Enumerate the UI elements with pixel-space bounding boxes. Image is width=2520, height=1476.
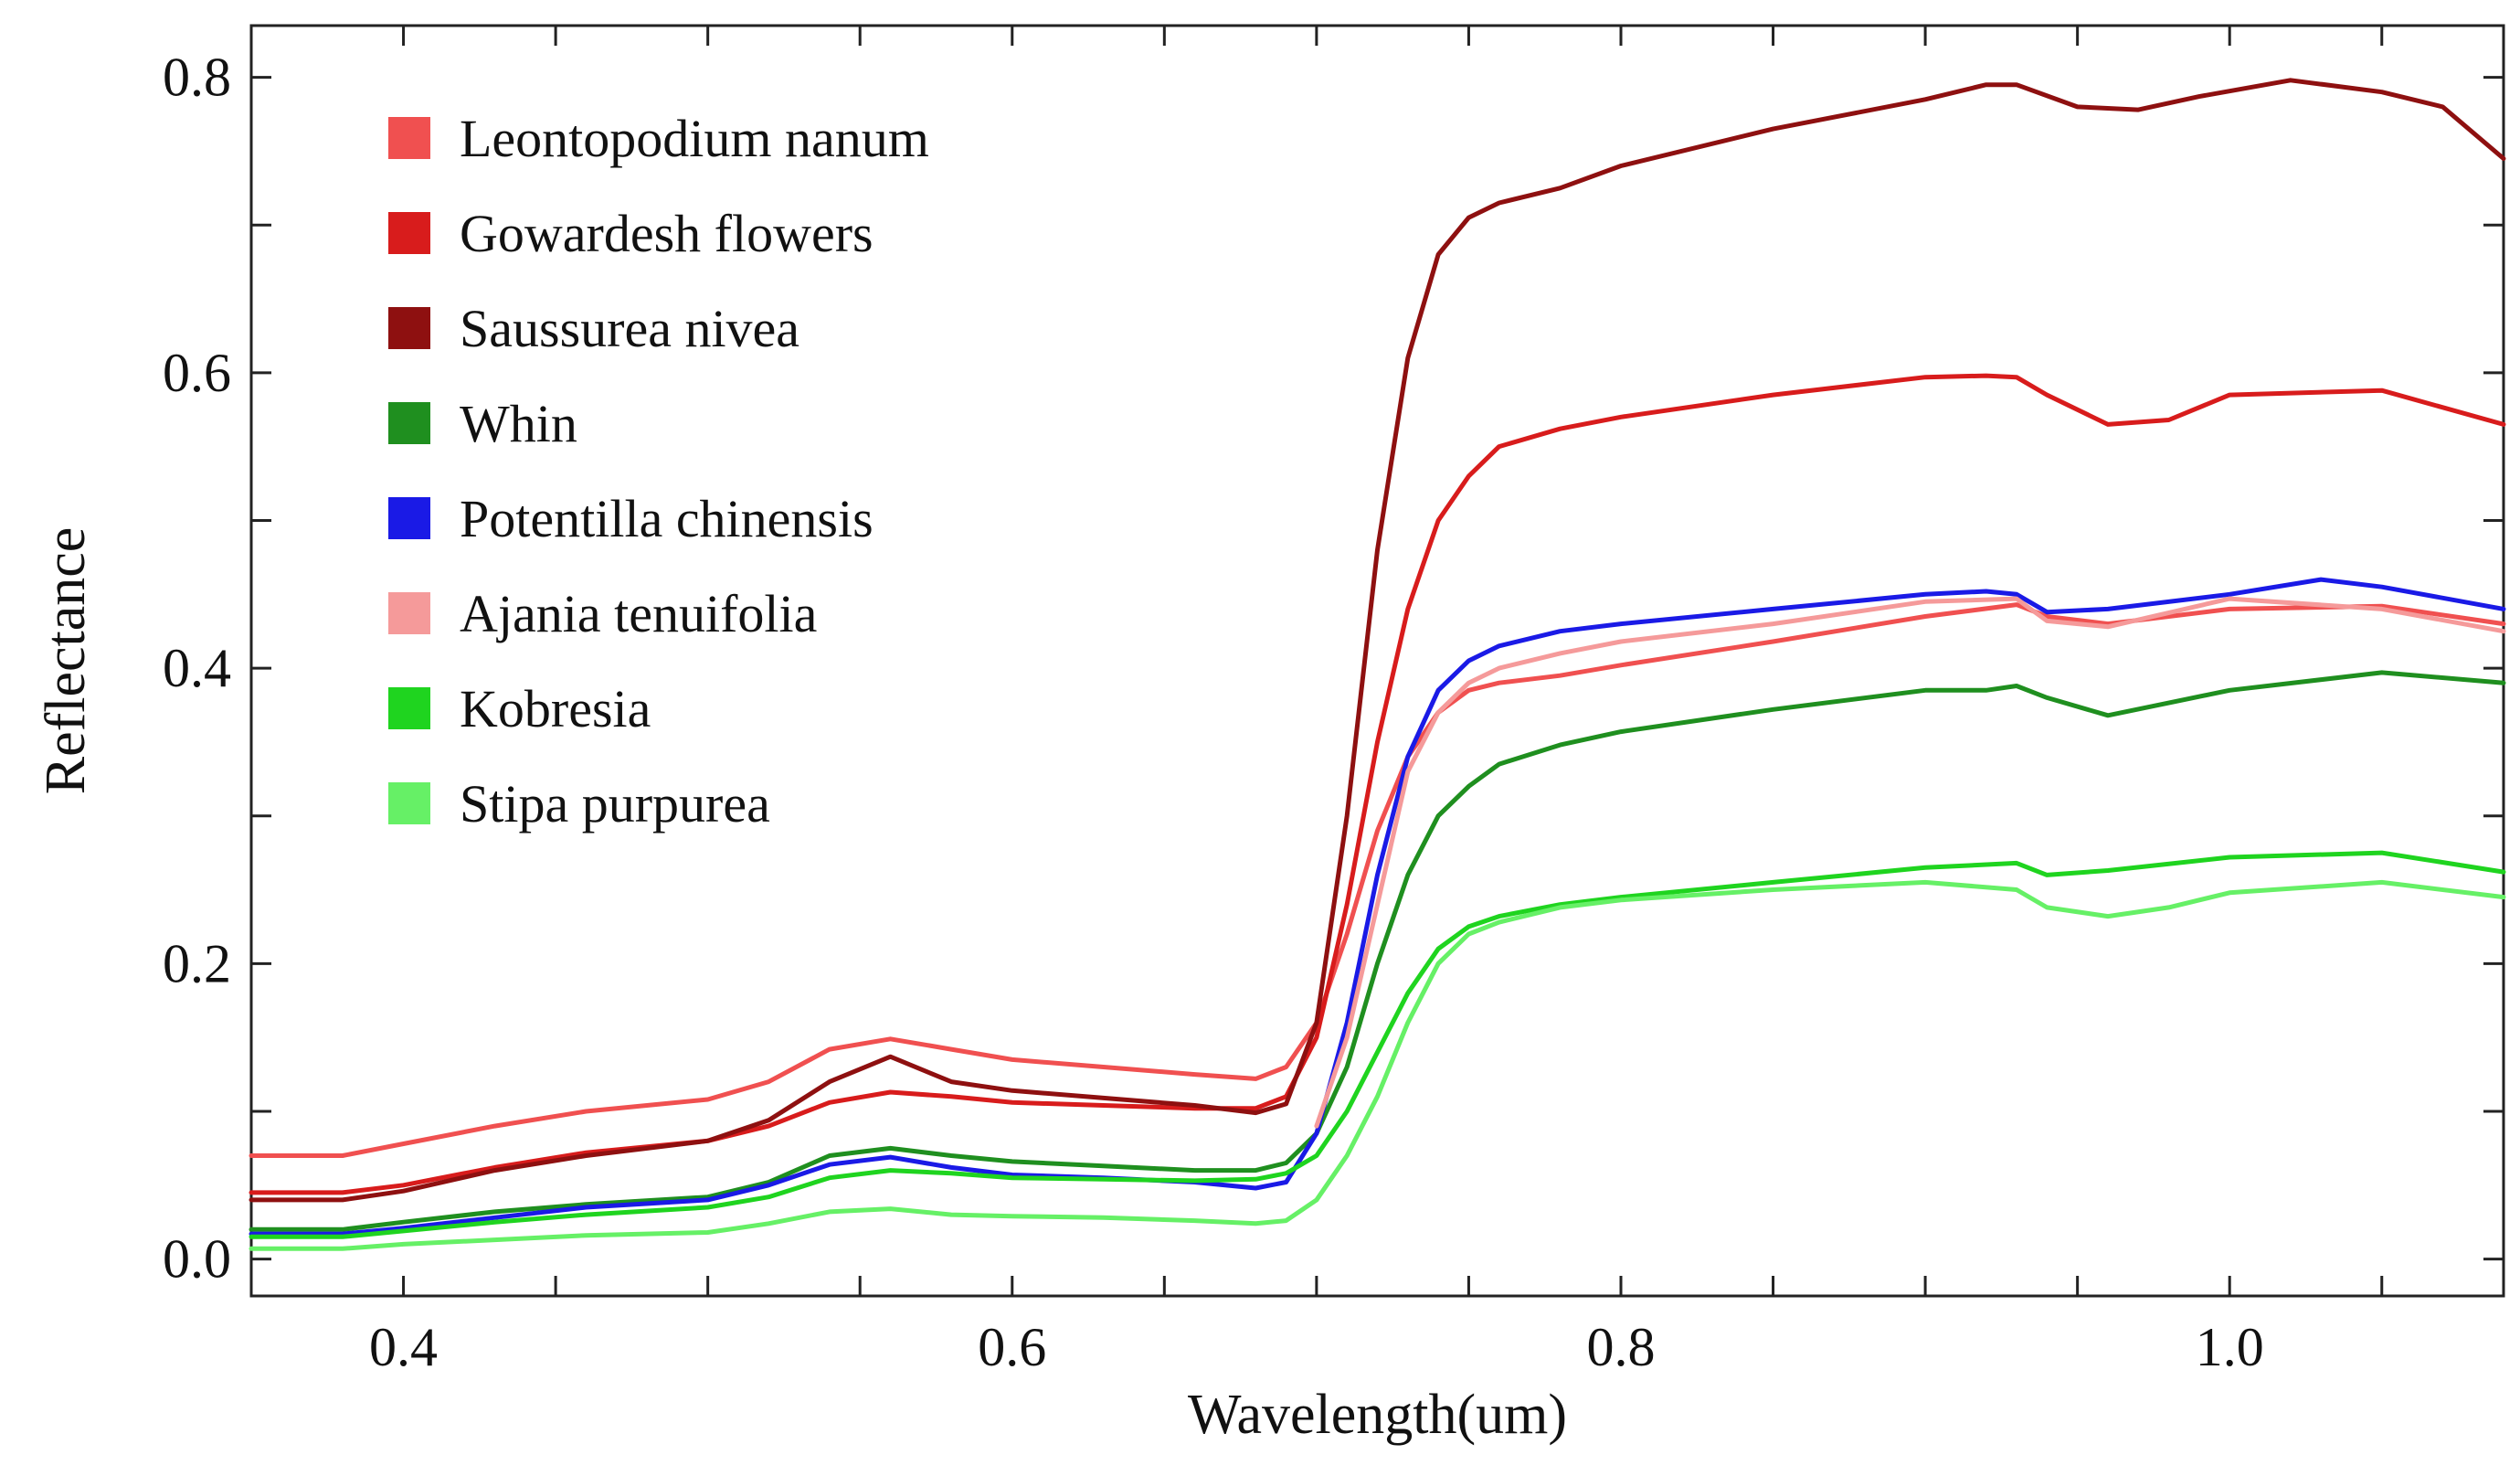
y-tick-label: 0.4	[163, 638, 231, 698]
legend-swatch	[388, 782, 430, 824]
legend-label: Ajania tenuifolia	[460, 584, 817, 643]
series-line-ajania-tenuifolia	[1314, 596, 2506, 1129]
series-layer	[249, 78, 2506, 1251]
legend-swatch	[388, 687, 430, 729]
legend-swatch	[388, 497, 430, 539]
x-tick-label: 1.0	[2196, 1317, 2264, 1377]
x-tick-label: 0.4	[369, 1317, 438, 1377]
y-axis-title: Reflectance	[35, 527, 97, 795]
legend-swatch	[388, 592, 430, 634]
legend-label: Kobresia	[460, 679, 651, 738]
series-line-potentilla-chinensis	[249, 577, 2506, 1237]
legend-label: Saussurea nivea	[460, 299, 799, 358]
plot-frame	[249, 24, 2505, 1298]
series-line-gowardesh-flowers	[249, 373, 2506, 1195]
y-tick-label: 0.6	[163, 343, 231, 403]
y-tick-label: 0.0	[163, 1229, 231, 1290]
legend-label: Stipa purpurea	[460, 774, 770, 834]
series-line-saussurea-nivea	[249, 78, 2506, 1203]
y-tick-label: 0.2	[163, 933, 231, 993]
legend-label: Potentilla chinensis	[460, 489, 874, 548]
legend: Leontopodium nanum Gowardesh flowers Sauss…	[388, 109, 929, 834]
ticks-layer: 0.0 0.2 0.4 0.6 0.8 0.4 0.6 0.8 1.0	[163, 26, 2504, 1377]
x-tick-label: 0.6	[978, 1317, 1046, 1377]
legend-swatch	[388, 212, 430, 254]
series-line-stipa-purpurea	[249, 879, 2506, 1251]
legend-swatch	[388, 402, 430, 444]
y-tick-label: 0.8	[163, 48, 231, 108]
legend-label: Leontopodium nanum	[460, 109, 929, 168]
series-line-whin	[249, 670, 2506, 1232]
legend-swatch	[388, 117, 430, 159]
x-tick-label: 0.8	[1586, 1317, 1655, 1377]
series-line-kobresia	[249, 850, 2506, 1239]
legend-swatch	[388, 307, 430, 349]
plot-area	[249, 24, 2505, 1298]
legend-label: Whin	[460, 394, 577, 453]
legend-label: Gowardesh flowers	[460, 204, 874, 263]
x-axis-title: Wavelength(um)	[1188, 1384, 1567, 1446]
